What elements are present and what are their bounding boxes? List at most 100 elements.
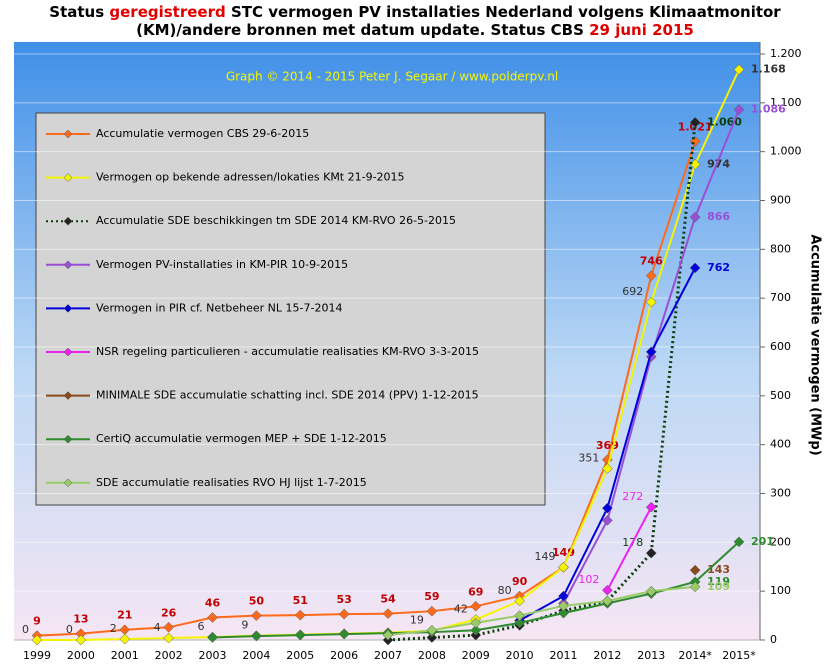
x-tick-label: 2002 <box>155 649 183 662</box>
point <box>119 633 131 645</box>
data-label: 90 <box>512 575 528 588</box>
x-tick-label: 2015* <box>722 649 756 662</box>
data-label: 4 <box>154 621 161 634</box>
y-axis-label: Accumulatie vermogen (MWp) <box>808 234 823 455</box>
point <box>558 607 569 619</box>
data-label: 974 <box>707 157 730 170</box>
series-line <box>387 585 696 637</box>
point <box>338 628 350 640</box>
x-tick-label: 2007 <box>374 649 402 662</box>
legend-marker <box>63 478 73 488</box>
data-label: 119 <box>707 575 730 588</box>
point <box>733 536 745 548</box>
x-tick-label: 1999 <box>23 649 51 662</box>
data-label: 762 <box>707 261 730 274</box>
data-label: 50 <box>249 595 265 608</box>
point <box>382 629 394 641</box>
series-line <box>36 141 697 637</box>
point <box>645 547 657 559</box>
point <box>602 584 613 596</box>
point <box>426 605 438 617</box>
legend-marker <box>63 391 73 400</box>
data-label: 26 <box>161 606 177 619</box>
y-tick-label: 400 <box>770 438 791 451</box>
x-tick-label: 2006 <box>330 649 358 662</box>
point <box>689 117 701 128</box>
point <box>645 346 657 358</box>
point <box>514 595 525 607</box>
data-label: 59 <box>424 590 439 603</box>
legend-marker <box>63 260 73 270</box>
y-tick-label: 700 <box>770 291 791 304</box>
y-tick-label: 1.000 <box>770 145 802 158</box>
point <box>602 502 613 514</box>
point <box>163 632 174 644</box>
y-tick-label: 100 <box>770 584 791 597</box>
y-tick-label: 1.100 <box>770 96 802 109</box>
point <box>207 612 218 623</box>
y-tick-label: 800 <box>770 242 791 255</box>
data-label: 351 <box>578 452 599 465</box>
legend-label: Accumulatie SDE beschikkingen tm SDE 201… <box>96 214 456 227</box>
legend-label: Vermogen in PIR cf. Netbeheer NL 15-7-20… <box>96 301 342 314</box>
point <box>294 629 306 641</box>
y-tick-label: 500 <box>770 389 791 402</box>
data-label: 0 <box>66 623 73 636</box>
y-tick-label: 0 <box>770 633 777 646</box>
y-tick-label: 200 <box>770 535 791 548</box>
data-label: 54 <box>380 593 396 606</box>
data-label: 6 <box>198 620 205 633</box>
point <box>426 632 438 643</box>
x-tick-label: 2001 <box>111 649 139 662</box>
point <box>733 104 745 116</box>
data-label: 2 <box>110 622 117 635</box>
data-label: 42 <box>454 602 468 615</box>
point <box>733 64 745 75</box>
legend-marker <box>63 173 73 182</box>
point <box>514 617 525 629</box>
y-tick-label: 300 <box>770 487 791 500</box>
data-label: 201 <box>751 535 774 548</box>
data-label: 272 <box>622 490 643 503</box>
point <box>645 501 657 513</box>
y-tick-label: 1.200 <box>770 47 802 60</box>
data-label: 109 <box>707 580 730 593</box>
data-label: 1.060 <box>707 115 742 128</box>
point <box>426 624 438 636</box>
point <box>75 634 87 646</box>
data-label: 46 <box>205 597 221 610</box>
point <box>470 600 482 612</box>
data-label: 1.086 <box>751 103 786 116</box>
chart-title: Status geregistreerd STC vermogen PV ins… <box>49 3 781 21</box>
y-tick-label: 600 <box>770 340 791 353</box>
point <box>294 609 306 621</box>
x-tick-label: 2011 <box>550 649 578 662</box>
point <box>251 630 262 642</box>
annotation: Graph © 2014 - 2015 Peter J. Segaar / ww… <box>226 70 558 84</box>
data-label: 69 <box>468 585 483 598</box>
x-tick-label: 2000 <box>67 649 95 662</box>
point <box>31 634 43 646</box>
x-tick-label: 2003 <box>199 649 227 662</box>
legend-label: Accumulatie vermogen CBS 29-6-2015 <box>96 127 309 140</box>
legend-label: CertiQ accumulatie vermogen MEP + SDE 1-… <box>96 432 387 445</box>
point <box>602 515 613 526</box>
legend-label: MINIMALE SDE accumulatie schatting incl.… <box>96 389 479 402</box>
x-tick-label: 2013 <box>637 649 665 662</box>
legend-marker <box>63 129 73 139</box>
point <box>163 621 174 633</box>
data-label: 102 <box>578 573 599 586</box>
point <box>207 632 218 643</box>
legend-label: NSR regeling particulieren - accumulatie… <box>96 345 479 358</box>
x-tick-label: 2014* <box>678 649 712 662</box>
data-label: 13 <box>73 613 88 626</box>
data-label: 51 <box>293 594 308 607</box>
point <box>251 610 262 621</box>
legend-label: Vermogen PV-installaties in KM-PIR 10-9-… <box>96 258 348 271</box>
data-label: 21 <box>117 609 132 622</box>
data-label: 9 <box>33 615 41 628</box>
legend-marker <box>63 434 73 444</box>
point <box>645 296 657 308</box>
data-label: 149 <box>535 550 556 563</box>
